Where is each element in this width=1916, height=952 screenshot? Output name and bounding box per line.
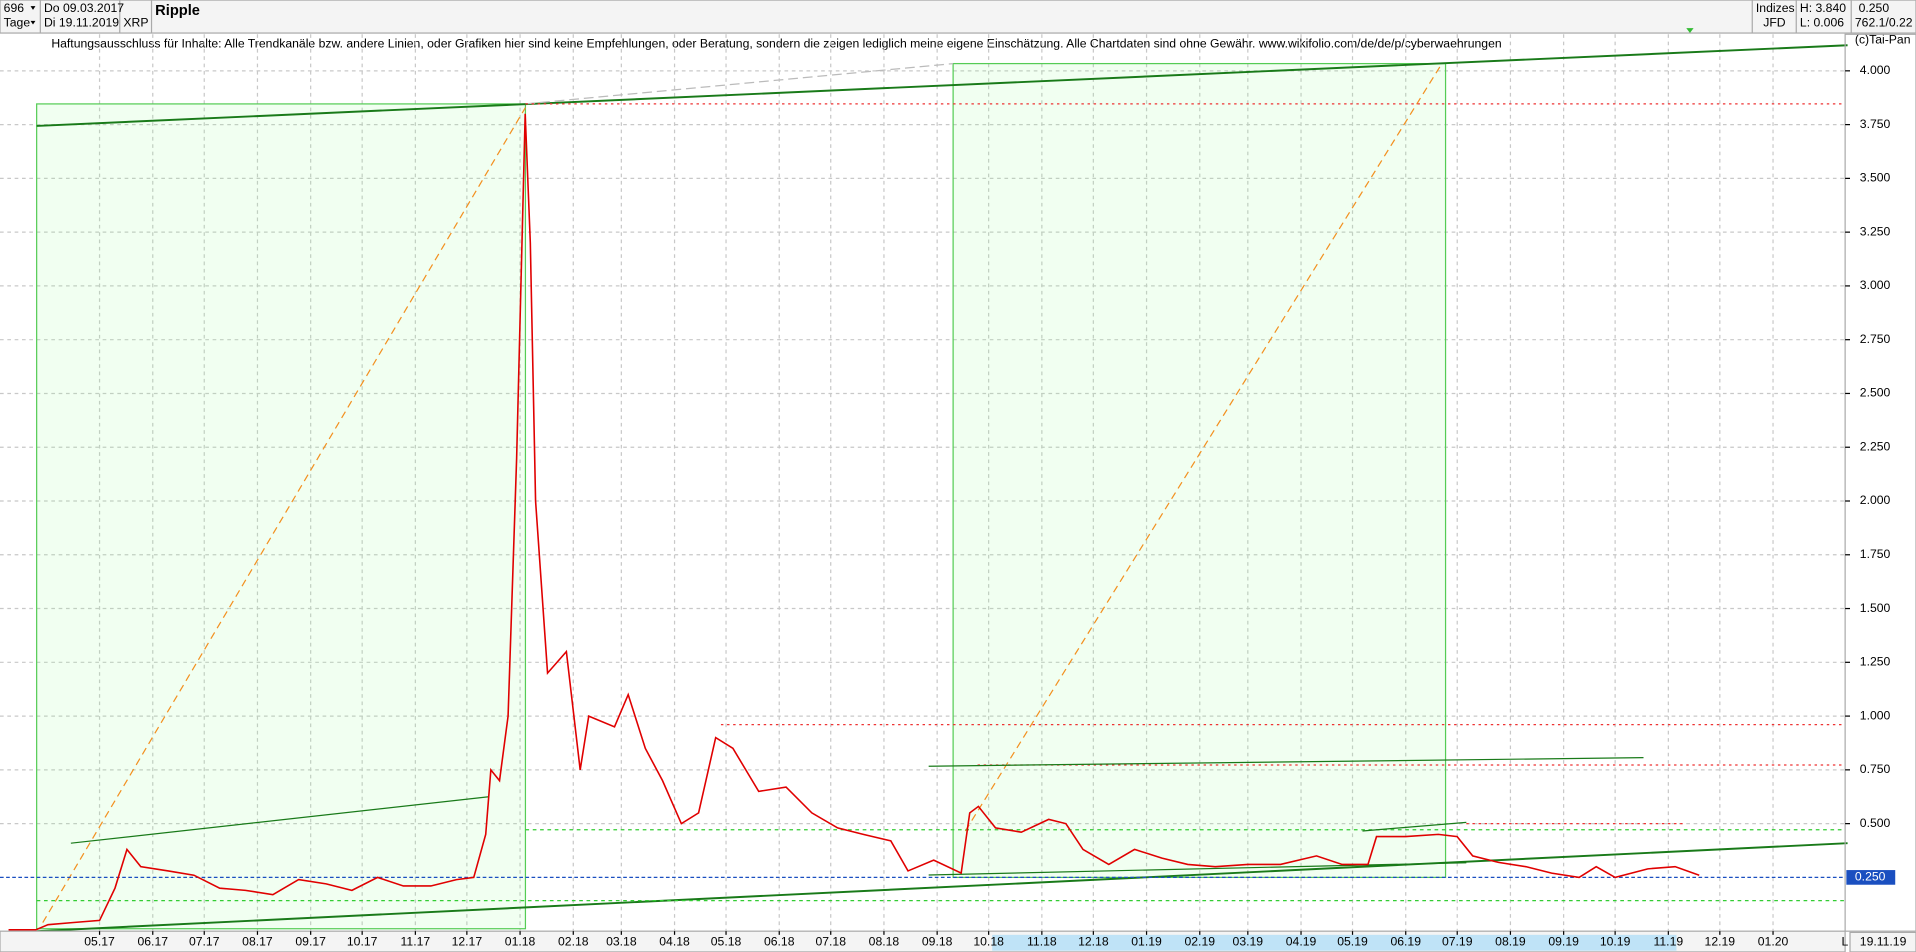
y-tick-label: 3.250 [1860,224,1891,238]
high: H: 3.840 [1800,1,1846,15]
x-tick-label: 10.18 [973,934,1004,948]
y-tick-label: 0.500 [1860,816,1891,830]
x-tick-label: 01.18 [505,934,536,948]
y-tick-label: 1.500 [1860,601,1891,615]
header-bar [0,0,1916,34]
x-tick-label: 12.17 [452,934,483,948]
y-tick-label: 1.000 [1860,708,1891,722]
disclaimer: Haftungsausschluss für Inhalte: Alle Tre… [51,36,1501,50]
y-tick-label: 2.500 [1860,386,1891,400]
channel [928,862,1467,876]
dropdown-arrow[interactable] [30,20,36,25]
x-tick-label: 06.19 [1390,934,1421,948]
box [36,103,527,930]
x-tick-label: 06.18 [764,934,795,948]
range-band [992,934,1677,951]
last-price-box [1846,870,1896,885]
channel [70,796,489,844]
y-tick-label: 3.500 [1860,171,1891,185]
x-tick-label: 04.18 [659,934,690,948]
diagonal [42,107,526,923]
x-tick-label: 08.18 [869,934,900,948]
x-tick-label: 02.19 [1184,934,1215,948]
scale-mode[interactable]: L [1841,934,1848,948]
y-tick-label: 2.250 [1860,439,1891,453]
x-tick-label: 02.18 [558,934,589,948]
guide [525,62,954,105]
x-tick-label: 08.19 [1495,934,1526,948]
annotations [36,44,1848,933]
x-tick-label: 05.18 [711,934,742,948]
y-tick-label: 2.750 [1860,332,1891,346]
x-tick-label: 01.19 [1131,934,1162,948]
x-tick-label: 03.18 [606,934,637,948]
broker: JFD [1763,15,1786,29]
x-tick-label: 06.17 [137,934,168,948]
x-tick-label: 12.18 [1078,934,1109,948]
x-tick-label: 11.19 [1654,934,1684,948]
x-tick-label: 09.19 [1548,934,1579,948]
last-price-label: 0.250 [1855,870,1886,884]
y-tick-label: 4.000 [1860,63,1891,77]
x-tick-label: 08.17 [242,934,273,948]
x-tick-label: 11.17 [401,934,431,948]
x-tick-label: 09.18 [922,934,953,948]
symbol: XRP [123,15,148,29]
y-tick-label: 3.000 [1860,278,1891,292]
x-tick-label: 03.19 [1233,934,1264,948]
x-tick-label: 07.19 [1442,934,1473,948]
channel [1362,821,1467,832]
plot [0,113,1846,931]
y-tick-label: 0.750 [1860,762,1891,776]
diagonal [964,63,1443,832]
x-tick-label: 05.19 [1337,934,1368,948]
y-tick-label: 1.750 [1860,547,1891,561]
x-tick-label: 07.18 [815,934,846,948]
y-tick-label: 3.750 [1860,117,1891,131]
grid [0,34,1846,932]
x-tick-label: 10.17 [347,934,378,948]
copyright: (c)Tai-Pan [1855,33,1911,47]
chart-title: Ripple [155,3,200,19]
ratio: 762.1/0.22 [1855,15,1913,29]
x-tick-label: 09.17 [295,934,326,948]
x-tick-label: 05.17 [84,934,115,948]
date-box: 19.11.19 [1860,934,1907,948]
axes: 0.500 0.750 1.000 1.250 1.500 1.750 2.000 2.250… [84,63,1896,948]
y-tick-label: 2.000 [1860,493,1891,507]
channel [928,757,1644,767]
x-tick-label: 01.20 [1758,934,1789,948]
right-axis-frame [1844,33,1916,932]
count[interactable]: 696 [4,1,25,15]
start-date: Do 09.03.2017 [44,1,124,15]
period[interactable]: Tage [4,15,31,29]
marker [1686,28,1694,34]
x-tick-label: 07.17 [189,934,220,948]
x-tick-label: 10.19 [1600,934,1631,948]
header: 696 Tage Do 09.03.2017 Di 19.11.2019 XRP… [0,0,1916,34]
dropdown-arrow[interactable] [30,6,36,10]
trend-line [36,44,1848,127]
low: L: 0.006 [1800,15,1844,29]
x-tick-label: 11.18 [1027,934,1057,948]
x-tick-label: 12.19 [1705,934,1736,948]
last: 0.250 [1859,1,1890,15]
end-date: Di 19.11.2019 [44,15,119,29]
y-tick-label: 1.250 [1860,655,1891,669]
x-tick-label: 04.19 [1286,934,1317,948]
group: Indizes [1756,1,1795,15]
box [952,62,1447,879]
trend-line [36,842,1848,933]
price-line [8,113,1700,931]
